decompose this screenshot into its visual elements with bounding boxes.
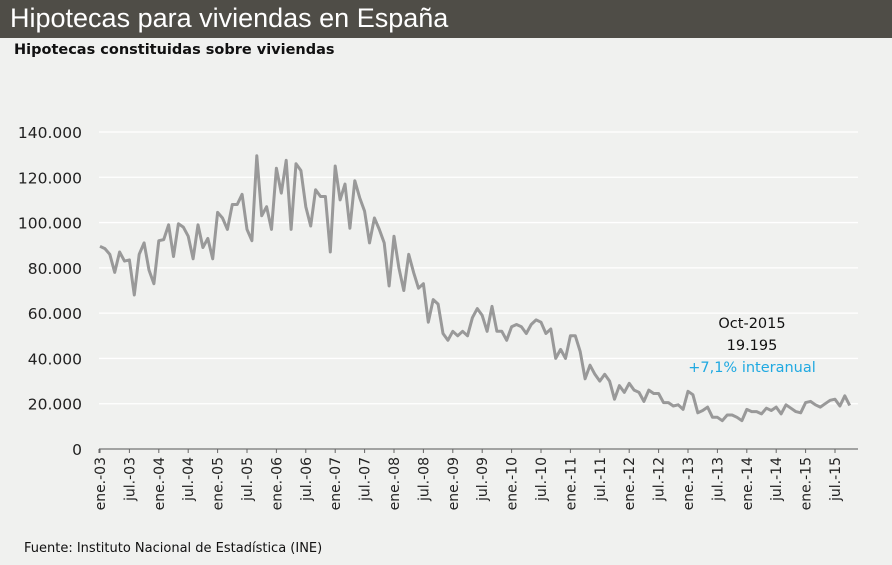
x-tick-label: ene.-06 xyxy=(269,457,285,511)
x-tick-label: ene.-09 xyxy=(446,457,462,510)
series-line xyxy=(99,154,852,423)
x-tick-label: ene.-08 xyxy=(387,457,403,510)
x-tick-label: ene.-12 xyxy=(622,457,638,510)
x-tick-label: ene.-03 xyxy=(93,457,109,510)
x-tick-label: ene.-04 xyxy=(152,457,168,511)
x-tick-label: jul.-06 xyxy=(299,457,315,502)
y-tick-label: 20.000 xyxy=(28,396,82,414)
y-tick-label: 140.000 xyxy=(18,124,82,142)
x-tick-label: ene.-15 xyxy=(799,457,815,510)
annotation-date: Oct-2015 xyxy=(718,316,785,332)
chart-subtitle: Hipotecas constituidas sobre viviendas xyxy=(14,42,335,58)
x-tick-label: jul.-07 xyxy=(358,457,374,502)
x-tick-label: jul.-13 xyxy=(710,457,726,502)
y-tick-label: 120.000 xyxy=(18,169,82,187)
x-tick-label: jul.-09 xyxy=(475,457,491,502)
annotation-value: 19.195 xyxy=(727,338,778,354)
y-tick-label: 80.000 xyxy=(28,260,82,278)
x-tick-label: jul.-03 xyxy=(122,457,138,502)
header-bar: Hipotecas para viviendas en España xyxy=(0,0,892,38)
y-tick-label: 0 xyxy=(72,441,82,459)
source-note: Fuente: Instituto Nacional de Estadístic… xyxy=(24,541,323,556)
x-tick-label: jul.-12 xyxy=(652,457,668,502)
x-tick-label: jul.-15 xyxy=(828,457,844,502)
x-tick-label: ene.-05 xyxy=(211,457,227,510)
y-tick-label: 60.000 xyxy=(28,305,82,323)
y-tick-label: 100.000 xyxy=(18,215,82,233)
x-tick-label: jul.-10 xyxy=(534,457,550,502)
x-tick-label: jul.-08 xyxy=(416,457,432,502)
x-tick-label: ene.-13 xyxy=(681,457,697,510)
x-tick-label: ene.-11 xyxy=(563,457,579,510)
x-tick-label: jul.-14 xyxy=(769,457,785,502)
page-title: Hipotecas para viviendas en España xyxy=(10,3,449,33)
x-tick-label: jul.-04 xyxy=(181,457,197,502)
x-tick-label: jul.-05 xyxy=(240,457,256,502)
x-tick-label: jul.-11 xyxy=(593,457,609,502)
x-tick-label: ene.-14 xyxy=(740,457,756,511)
annotation-change: +7,1% interanual xyxy=(688,360,816,376)
y-tick-label: 40.000 xyxy=(28,350,82,368)
x-tick-label: ene.-10 xyxy=(505,457,521,510)
x-tick-label: ene.-07 xyxy=(328,457,344,510)
